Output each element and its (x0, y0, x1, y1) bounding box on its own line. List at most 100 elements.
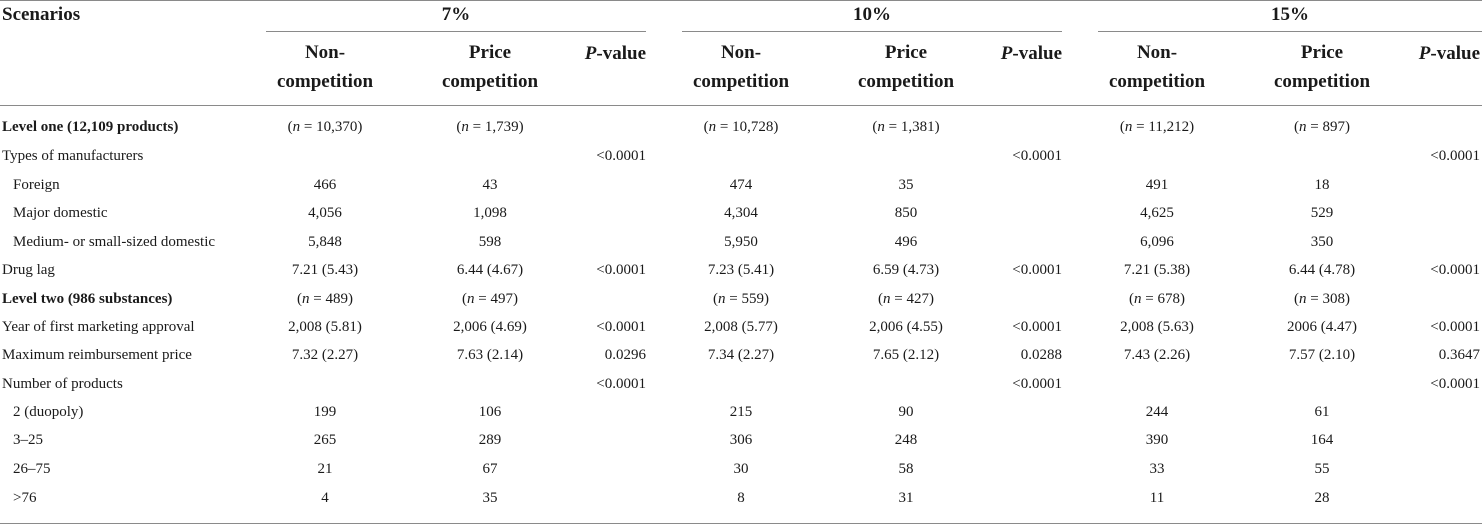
table-cell: 6.44 (4.78) (1288, 262, 1356, 278)
p-value-cell: <0.0001 (596, 262, 646, 278)
row-label: Drug lag (2, 262, 55, 278)
table-cell: 466 (313, 177, 337, 193)
col-header-non-competition: Non-competition (692, 42, 790, 92)
table-cell: 4 (321, 490, 329, 506)
col-header-price-competition: Price competition (857, 42, 955, 92)
table-cell: 2,006 (4.55) (869, 319, 943, 335)
group-underline-7 (266, 31, 646, 32)
row-label: Year of first marketing approval (2, 319, 195, 335)
table-cell: 55 (1314, 461, 1330, 477)
table-cell: 67 (482, 461, 498, 477)
table-cell: 7.43 (2.26) (1123, 347, 1191, 363)
col-header-non-competition: Non-competition (276, 42, 374, 92)
table-cell: (n = 678) (1129, 291, 1185, 307)
col-header-price-competition: Price competition (441, 42, 539, 92)
group-underline-15 (1098, 31, 1482, 32)
table-cell: 248 (894, 432, 918, 448)
table-cell: 5,848 (308, 234, 342, 250)
table-cell: (n = 497) (462, 291, 518, 307)
table-cell: 5,950 (724, 234, 758, 250)
table-cell: 90 (898, 404, 914, 420)
table-cell: 4,056 (308, 205, 342, 221)
scenarios-header: Scenarios (2, 4, 81, 25)
table-cell: 35 (898, 177, 914, 193)
table-cell: 1,098 (473, 205, 507, 221)
table-cell: 31 (898, 490, 914, 506)
table-cell: 390 (1145, 432, 1169, 448)
p-value-cell: 0.3647 (1438, 347, 1480, 363)
row-label: 2 (duopoly) (13, 404, 84, 420)
table-cell: (n = 10,370) (287, 119, 363, 135)
table-cell: 6,096 (1140, 234, 1174, 250)
p-value-cell: <0.0001 (596, 319, 646, 335)
table-cell: 21 (317, 461, 333, 477)
table-cell: 7.32 (2.27) (291, 347, 359, 363)
bottom-rule (0, 523, 1482, 524)
table-cell: 2,006 (4.69) (453, 319, 527, 335)
row-label: Level two (986 substances) (2, 291, 173, 307)
p-value-cell: <0.0001 (1012, 319, 1062, 335)
table-cell: (n = 559) (713, 291, 769, 307)
table-cell: (n = 427) (878, 291, 934, 307)
table-cell: 58 (898, 461, 914, 477)
table-cell: 491 (1145, 177, 1169, 193)
table-cell: 7.21 (5.43) (291, 262, 359, 278)
row-label: Level one (12,109 products) (2, 119, 179, 135)
table-cell: 164 (1310, 432, 1334, 448)
table-cell: 6.44 (4.67) (456, 262, 524, 278)
table-cell: 18 (1314, 177, 1330, 193)
table-cell: 350 (1310, 234, 1334, 250)
row-label: Medium- or small-sized domestic (13, 234, 216, 250)
group-underline-10 (682, 31, 1062, 32)
table-cell: 7.63 (2.14) (456, 347, 524, 363)
group-header-10: 10% (853, 4, 891, 25)
row-label: >76 (13, 490, 37, 506)
p-value-cell: <0.0001 (1012, 262, 1062, 278)
table-cell: 199 (313, 404, 337, 420)
p-value-cell: <0.0001 (1012, 376, 1062, 392)
table-cell: 2,008 (5.63) (1120, 319, 1194, 335)
table-cell: 8 (737, 490, 745, 506)
top-rule (0, 0, 1482, 1)
table-cell: (n = 1,739) (456, 119, 524, 135)
table-cell: 35 (482, 490, 498, 506)
p-value-cell: <0.0001 (1430, 262, 1480, 278)
table-cell: 529 (1310, 205, 1334, 221)
table-cell: 4,304 (724, 205, 758, 221)
table-cell: 265 (313, 432, 337, 448)
p-value-cell: <0.0001 (1012, 148, 1062, 164)
table-cell: 30 (733, 461, 749, 477)
table-cell: 43 (482, 177, 498, 193)
table-cell: (n = 897) (1294, 119, 1350, 135)
p-value-cell: <0.0001 (1430, 376, 1480, 392)
table-cell: 496 (894, 234, 918, 250)
col-header-p-value: P-value (1000, 43, 1062, 64)
table-cell: 215 (729, 404, 753, 420)
col-header-p-value: P-value (1418, 43, 1480, 64)
row-label: 26–75 (13, 461, 51, 477)
table-cell: 2,008 (5.77) (704, 319, 778, 335)
table-cell: (n = 11,212) (1119, 119, 1195, 135)
group-header-15: 15% (1271, 4, 1309, 25)
table-cell: 289 (478, 432, 502, 448)
row-label: Foreign (13, 177, 60, 193)
row-label: Maximum reimbursement price (2, 347, 192, 363)
table-cell: 11 (1149, 490, 1165, 506)
p-value-cell: <0.0001 (1430, 148, 1480, 164)
table-cell: 106 (478, 404, 502, 420)
group-header-7: 7% (441, 4, 471, 25)
table-cell: 850 (894, 205, 918, 221)
p-value-cell: <0.0001 (1430, 319, 1480, 335)
table-cell: 2,008 (5.81) (288, 319, 362, 335)
p-value-cell: 0.0288 (1020, 347, 1062, 363)
table-cell: 306 (729, 432, 753, 448)
table-cell: 598 (478, 234, 502, 250)
p-value-cell: <0.0001 (596, 148, 646, 164)
col-header-non-competition: Non-competition (1108, 42, 1206, 92)
table-cell: 33 (1149, 461, 1165, 477)
row-label: Number of products (2, 376, 123, 392)
table-cell: 7.23 (5.41) (707, 262, 775, 278)
p-value-cell: <0.0001 (596, 376, 646, 392)
table-cell: 4,625 (1140, 205, 1174, 221)
